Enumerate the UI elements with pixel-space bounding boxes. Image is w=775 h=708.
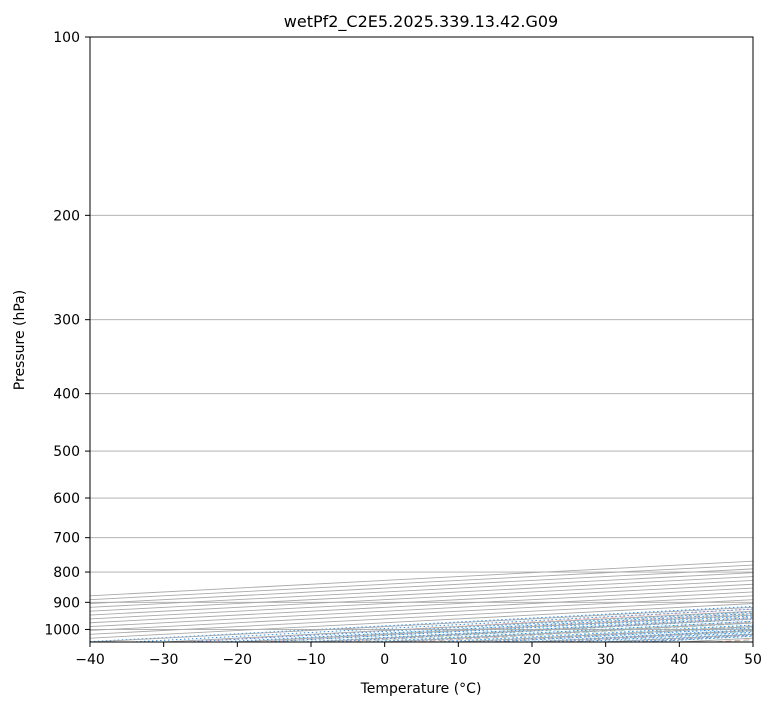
- y-tick-label: 700: [53, 531, 80, 547]
- y-tick-label: 100: [53, 30, 80, 46]
- x-tick-label: −10: [296, 652, 326, 668]
- y-tick-label: 300: [53, 313, 80, 329]
- y-tick-label: 900: [53, 595, 80, 611]
- y-tick-label: 600: [53, 491, 80, 507]
- x-tick-label: −40: [75, 652, 105, 668]
- x-tick-label: 50: [744, 652, 762, 668]
- y-tick-label: 800: [53, 565, 80, 581]
- plot-frame: [89, 36, 754, 643]
- y-tick-label: 200: [53, 208, 80, 224]
- x-tick-label: 0: [380, 652, 389, 668]
- grid-layer: [90, 37, 753, 642]
- x-axis-title: Temperature (°C): [360, 681, 482, 697]
- x-tick-label: −30: [149, 652, 179, 668]
- x-tick-label: 40: [670, 652, 688, 668]
- y-axis-title: Pressure (hPa): [12, 290, 28, 390]
- y-tick-label: 1000: [44, 622, 80, 638]
- y-tick-label: 500: [53, 444, 80, 460]
- mixing-ratio-line: [90, 605, 753, 642]
- mixing-ratio-line: [131, 608, 753, 642]
- y-tick-label: 400: [53, 387, 80, 403]
- chart-title: wetPf2_C2E5.2025.339.13.42.G09: [284, 12, 558, 32]
- x-tick-label: 30: [597, 652, 615, 668]
- axis-layer: −40 −30 −20 −10 0 10 20 30 40 50 100 200 300 400 500 60…: [44, 30, 762, 668]
- x-tick-label: 20: [523, 652, 541, 668]
- x-tick-label: −20: [223, 652, 253, 668]
- x-tick-label: 10: [449, 652, 467, 668]
